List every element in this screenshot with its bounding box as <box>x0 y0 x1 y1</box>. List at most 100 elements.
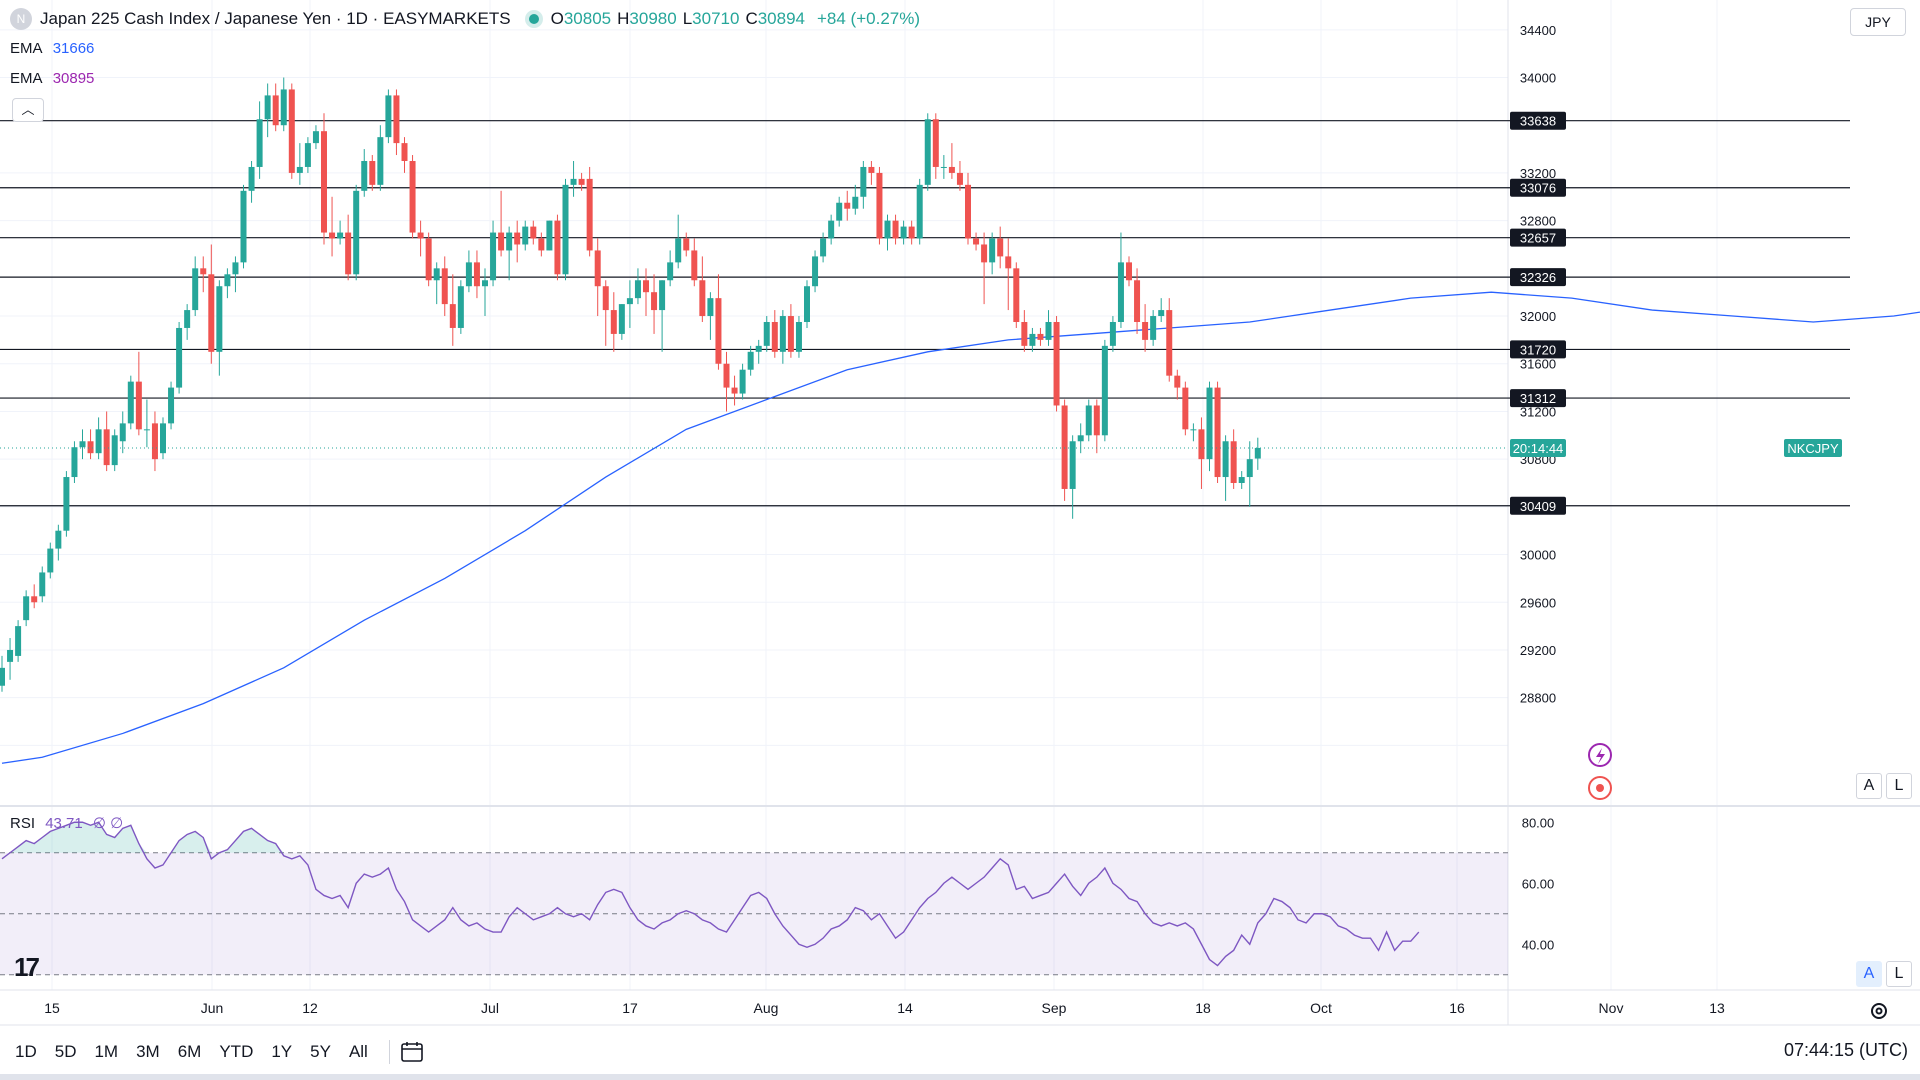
candle-body[interactable] <box>876 172 883 239</box>
candle-body[interactable] <box>490 232 497 281</box>
candle-body[interactable] <box>1174 375 1181 388</box>
candle-body[interactable] <box>151 423 158 460</box>
candle-body[interactable] <box>602 286 609 311</box>
candle-body[interactable] <box>586 178 593 251</box>
candle-body[interactable] <box>1045 322 1052 340</box>
candle-body[interactable] <box>23 596 30 621</box>
candle-body[interactable] <box>1238 477 1245 483</box>
candle-body[interactable] <box>836 202 843 221</box>
candle-body[interactable] <box>779 316 786 352</box>
candle-body[interactable] <box>940 166 947 168</box>
timeframe-1d[interactable]: 1D <box>15 1042 37 1061</box>
candle-body[interactable] <box>409 161 416 233</box>
candle-body[interactable] <box>296 166 303 173</box>
timeframe-all[interactable]: All <box>348 1042 368 1061</box>
candle-body[interactable] <box>522 226 529 245</box>
candle-body[interactable] <box>1126 262 1132 281</box>
candle-body[interactable] <box>1037 333 1044 340</box>
candle-body[interactable] <box>216 286 223 352</box>
candle-body[interactable] <box>369 161 376 185</box>
candle-body[interactable] <box>618 304 625 334</box>
candle-body[interactable] <box>87 441 94 454</box>
timeframe-5y[interactable]: 5Y <box>310 1042 331 1061</box>
candle-body[interactable] <box>184 310 191 328</box>
candle-body[interactable] <box>763 322 770 346</box>
candle-body[interactable] <box>989 238 996 263</box>
candle-body[interactable] <box>900 226 907 239</box>
candle-body[interactable] <box>771 322 778 352</box>
candle-body[interactable] <box>634 280 641 299</box>
candle-body[interactable] <box>385 95 392 138</box>
candle-body[interactable] <box>47 548 54 573</box>
candle-body[interactable] <box>844 202 851 209</box>
candle-body[interactable] <box>441 268 448 305</box>
candle-body[interactable] <box>224 274 231 287</box>
timeframe-6m[interactable]: 6M <box>177 1042 202 1061</box>
candle-body[interactable] <box>71 447 78 478</box>
candle-body[interactable] <box>715 298 722 364</box>
candle-body[interactable] <box>473 262 480 287</box>
candle-body[interactable] <box>79 441 86 448</box>
candle-body[interactable] <box>820 238 827 257</box>
candle-body[interactable] <box>39 572 46 597</box>
candle-body[interactable] <box>691 250 698 281</box>
candle-body[interactable] <box>361 161 368 191</box>
candle-body[interactable] <box>651 292 658 311</box>
candle-body[interactable] <box>707 298 714 317</box>
candle-body[interactable] <box>482 280 488 287</box>
rsi-auto-scale-button[interactable]: A <box>1856 961 1882 987</box>
candle-body[interactable] <box>135 381 142 430</box>
candle-body[interactable] <box>570 178 577 185</box>
candle-body[interactable] <box>554 220 561 275</box>
candle-body[interactable] <box>932 119 939 167</box>
candle-body[interactable] <box>1222 441 1229 478</box>
timeframe-5d[interactable]: 5D <box>54 1042 77 1061</box>
candle-body[interactable] <box>31 596 38 603</box>
candle-body[interactable] <box>804 286 810 322</box>
candle-body[interactable] <box>828 220 835 239</box>
candle-body[interactable] <box>683 238 690 251</box>
candle-body[interactable] <box>192 268 199 311</box>
symbol-badge[interactable] <box>1784 438 1842 457</box>
candle-body[interactable] <box>55 530 62 549</box>
candle-body[interactable] <box>1109 322 1116 346</box>
candle-body[interactable] <box>578 178 585 185</box>
candle-body[interactable] <box>256 119 263 167</box>
rsi-log-scale-button[interactable]: L <box>1886 961 1912 987</box>
candle-body[interactable] <box>981 244 988 263</box>
candle-body[interactable] <box>852 196 859 209</box>
candle-body[interactable] <box>747 351 754 370</box>
candle-body[interactable] <box>787 316 794 352</box>
candle-body[interactable] <box>1166 310 1173 376</box>
candle-body[interactable] <box>723 363 730 388</box>
candle-body[interactable] <box>795 322 802 352</box>
candle-body[interactable] <box>812 256 819 287</box>
candle-body[interactable] <box>1093 405 1100 436</box>
candle-body[interactable] <box>465 262 472 287</box>
candle-body[interactable] <box>892 220 899 239</box>
candle-body[interactable] <box>538 238 545 251</box>
candle-body[interactable] <box>956 172 963 185</box>
candle-body[interactable] <box>401 143 408 161</box>
candle-body[interactable] <box>1077 435 1084 442</box>
candle-body[interactable] <box>0 667 5 686</box>
lightning-icon[interactable] <box>1588 743 1612 767</box>
candle-body[interactable] <box>457 286 464 328</box>
candle-body[interactable] <box>1182 387 1189 430</box>
candle-body[interactable] <box>329 232 336 239</box>
candle-body[interactable] <box>594 250 601 287</box>
candle-body[interactable] <box>1230 441 1237 483</box>
candle-body[interactable] <box>498 232 505 251</box>
candle-body[interactable] <box>176 327 183 388</box>
ema-legend-2[interactable]: EMA 30895 <box>10 70 100 87</box>
rsi-legend[interactable]: RSI 43.71 ∅ ∅ <box>10 814 129 832</box>
candle-body[interactable] <box>1053 322 1060 406</box>
tradingview-logo-icon[interactable]: 17 <box>14 952 40 982</box>
candle-body[interactable] <box>610 310 617 334</box>
candle-body[interactable] <box>924 119 931 185</box>
candle-body[interactable] <box>1117 262 1124 322</box>
candle-body[interactable] <box>288 89 295 173</box>
candle-body[interactable] <box>7 649 14 662</box>
candle-body[interactable] <box>280 89 287 126</box>
